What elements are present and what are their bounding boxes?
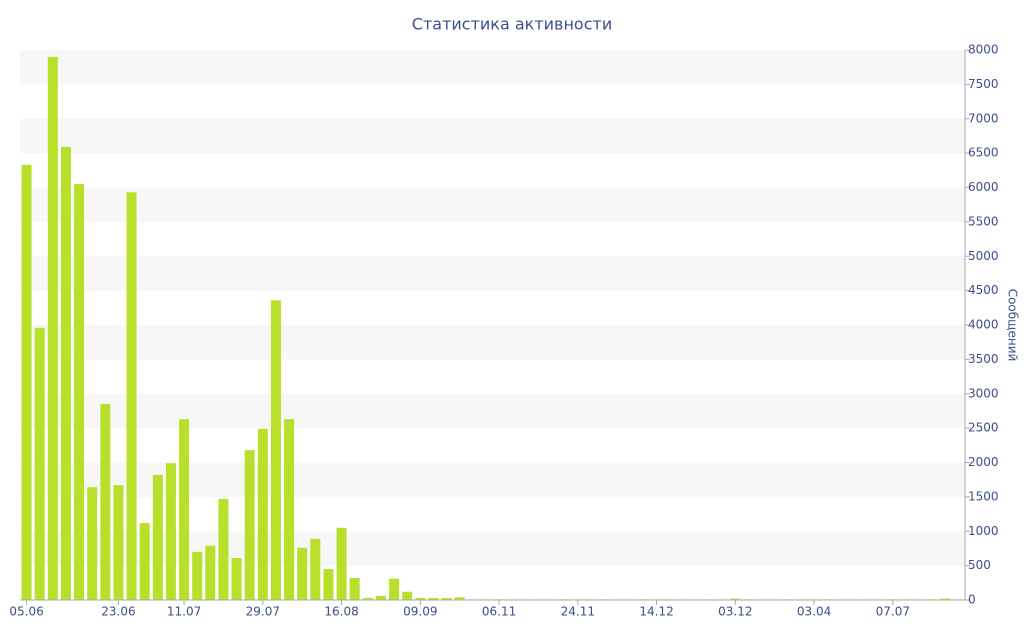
bar (192, 551, 203, 600)
bar (940, 598, 951, 600)
x-tick-label: 09.09 (403, 605, 437, 619)
bar (284, 419, 295, 600)
x-tick-label: 05.06 (9, 605, 43, 619)
grid-band (20, 531, 965, 566)
bar (60, 146, 71, 600)
x-tick-label: 06.11 (482, 605, 516, 619)
bar (297, 547, 308, 600)
bar (87, 487, 98, 600)
bar (310, 538, 321, 600)
bar (126, 192, 137, 600)
bar (349, 578, 360, 600)
bar (336, 527, 347, 600)
x-tick-label: 14.12 (639, 605, 673, 619)
bar (100, 404, 111, 600)
y-tick-label: 3000 (968, 386, 999, 400)
bar (139, 523, 150, 600)
bar (244, 450, 255, 600)
bar (47, 56, 58, 600)
x-tick-label: 24.11 (561, 605, 595, 619)
x-tick-label: 03.12 (718, 605, 752, 619)
bar (218, 498, 229, 600)
y-tick-label: 2000 (968, 455, 999, 469)
y-tick-label: 3500 (968, 352, 999, 366)
y-tick-label: 8000 (968, 43, 999, 57)
bar (375, 595, 386, 600)
y-tick-label: 4500 (968, 283, 999, 297)
bar (34, 327, 45, 600)
bar (113, 485, 124, 600)
bar (231, 558, 242, 600)
bar (179, 419, 190, 600)
bar (389, 578, 400, 600)
chart-title: Статистика активности (412, 15, 612, 34)
y-tick-label: 7000 (968, 111, 999, 125)
y-tick-label: 5000 (968, 249, 999, 263)
bar (323, 569, 334, 600)
y-axis-label: Сообщений (1006, 289, 1020, 362)
x-tick-label: 03.04 (797, 605, 831, 619)
bar (730, 598, 741, 600)
y-tick-label: 1500 (968, 489, 999, 503)
x-tick-label: 11.07 (167, 605, 201, 619)
bar (428, 597, 439, 600)
bar (257, 428, 268, 600)
grid-band (20, 187, 965, 222)
y-tick-label: 5500 (968, 214, 999, 228)
y-tick-label: 1000 (968, 524, 999, 538)
bar (165, 463, 176, 600)
bar (21, 164, 32, 600)
x-tick-label: 23.06 (101, 605, 135, 619)
grid-band (20, 256, 965, 291)
bar (441, 597, 452, 600)
grid-band (20, 462, 965, 497)
y-tick-label: 6000 (968, 180, 999, 194)
x-tick-label: 16.08 (324, 605, 358, 619)
bar (152, 474, 163, 600)
y-tick-label: 4000 (968, 318, 999, 332)
x-tick-label: 29.07 (246, 605, 280, 619)
y-tick-label: 6500 (968, 146, 999, 160)
bar (270, 300, 281, 600)
bar (454, 597, 465, 600)
y-tick-label: 7500 (968, 77, 999, 91)
grid-band (20, 393, 965, 429)
bar (74, 184, 85, 600)
y-tick-label: 0 (968, 593, 976, 607)
grid-band (20, 118, 965, 154)
bar (402, 591, 413, 600)
bar (362, 597, 373, 600)
x-tick-label: 07.07 (876, 605, 910, 619)
grid-band (20, 50, 965, 85)
bar (415, 597, 426, 600)
bar (205, 545, 216, 600)
y-tick-label: 500 (968, 558, 991, 572)
grid-band (20, 325, 965, 360)
y-tick-label: 2500 (968, 421, 999, 435)
